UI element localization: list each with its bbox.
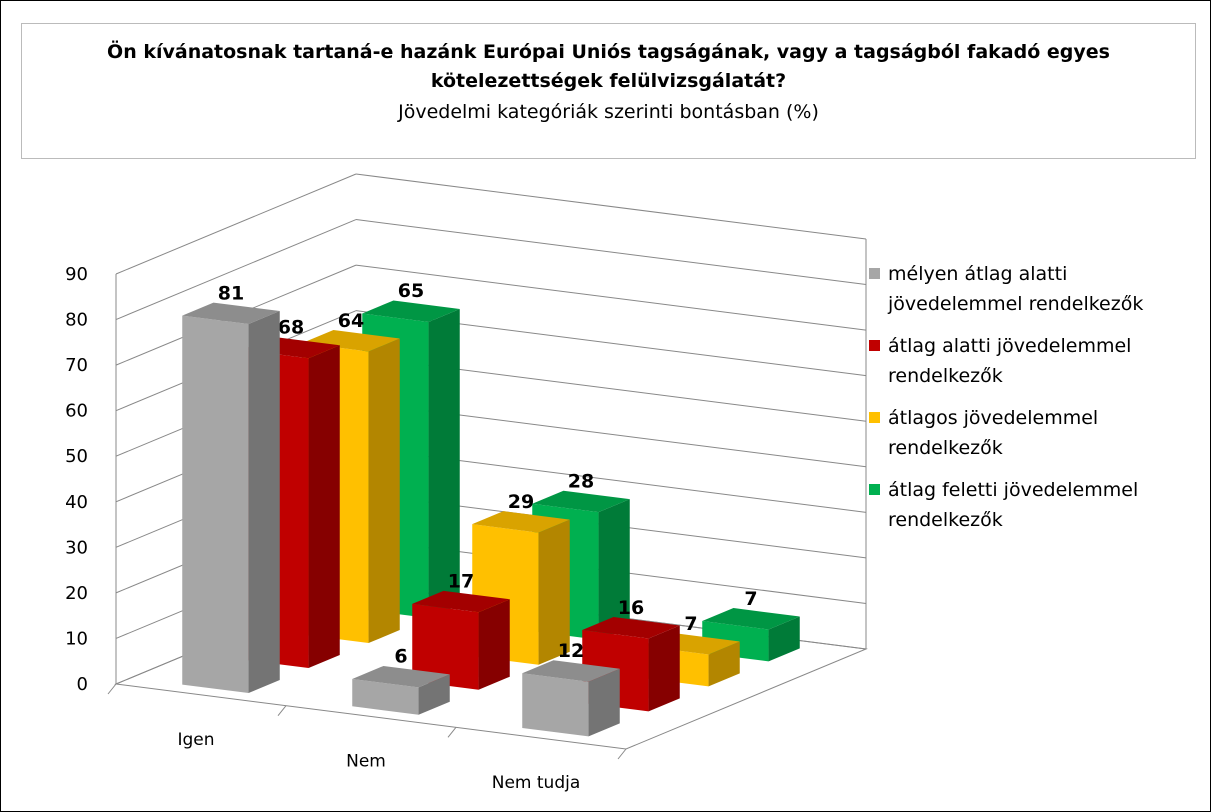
value-label: 17 (448, 571, 474, 593)
legend-label: átlag feletti jövedelemmel rendelkezők (888, 479, 1139, 531)
bar (522, 660, 620, 737)
value-label: 68 (278, 317, 304, 339)
bar-top (582, 617, 680, 639)
x-tick (617, 748, 627, 760)
value-label: 29 (508, 491, 534, 513)
bar (412, 590, 510, 690)
legend-item: átlagos jövedelemmel rendelkezők (869, 403, 1199, 463)
y-tick-label: 30 (65, 537, 88, 558)
grid-line (115, 173, 357, 275)
legend-item: átlag alatti jövedelemmel rendelkezők (869, 331, 1199, 391)
legend-swatch (869, 340, 880, 351)
bar-top (472, 511, 570, 533)
bar-front (522, 673, 589, 737)
bar-top (412, 590, 510, 613)
grid-line (355, 264, 867, 331)
x-tick-label: Igen (177, 730, 214, 750)
bar-front (182, 315, 249, 694)
legend-label: átlag alatti jövedelemmel rendelkezők (888, 335, 1132, 387)
bar-side (418, 674, 450, 715)
x-tick-label: Nem tudja (492, 773, 581, 793)
x-tick (107, 683, 117, 695)
bar-front (352, 678, 419, 715)
bar-side (428, 308, 460, 619)
bar-front (412, 603, 479, 690)
bar (182, 302, 280, 694)
value-label: 6 (394, 646, 407, 668)
bar-side (248, 311, 280, 694)
y-tick-label: 60 (65, 401, 88, 422)
value-label: 28 (568, 470, 594, 492)
value-label: 7 (744, 588, 757, 610)
title-box: Ön kívánatosnak tartaná-e hazánk Európai… (21, 23, 1196, 159)
bar-side (598, 499, 630, 640)
value-label: 81 (218, 282, 244, 304)
y-tick-label: 70 (65, 355, 88, 376)
bar-side (768, 616, 800, 662)
bar-side (538, 519, 570, 665)
bar-side (478, 599, 510, 690)
y-tick-label: 40 (65, 492, 88, 513)
bar-top (702, 608, 800, 630)
legend-item: átlag feletti jövedelemmel rendelkezők (869, 475, 1199, 535)
legend-label: átlagos jövedelemmel rendelkezők (888, 407, 1099, 459)
x-tick (447, 727, 457, 738)
legend-swatch (869, 412, 880, 423)
grid-line (355, 219, 867, 286)
y-tick-label: 20 (65, 583, 88, 604)
chart-title: Ön kívánatosnak tartaná-e hazánk Európai… (107, 41, 1110, 92)
y-tick-label: 0 (77, 674, 88, 695)
bar-top (182, 302, 280, 325)
legend-swatch (869, 484, 880, 495)
bar-side (368, 338, 400, 644)
bar-top (362, 300, 460, 322)
value-label: 16 (618, 597, 644, 619)
legend-swatch (869, 268, 880, 279)
bar-top (522, 660, 620, 682)
bar-side (308, 345, 340, 669)
y-tick-label: 50 (65, 446, 88, 467)
bar-side (708, 641, 740, 687)
y-tick-label: 80 (65, 310, 88, 331)
bar-side (648, 625, 680, 712)
value-label: 65 (398, 280, 424, 302)
y-tick-label: 90 (65, 264, 88, 285)
x-tick-label: Nem (346, 752, 386, 772)
legend-label: mélyen átlag alatti jövedelemmel rendelk… (888, 263, 1144, 315)
bar-side (588, 668, 620, 737)
chart-subtitle: Jövedelmi kategóriák szerinti bontásban … (398, 101, 819, 123)
value-label: 7 (684, 613, 697, 635)
value-label: 12 (558, 640, 584, 662)
y-tick-label: 10 (65, 628, 88, 649)
legend-item: mélyen átlag alatti jövedelemmel rendelk… (869, 259, 1199, 319)
bar-top (352, 665, 450, 688)
grid-line (115, 219, 357, 321)
value-label: 64 (338, 310, 364, 332)
legend: mélyen átlag alatti jövedelemmel rendelk… (869, 259, 1199, 547)
grid-line (355, 173, 867, 240)
bar-top (532, 490, 630, 513)
x-tick (277, 705, 287, 716)
bar (352, 665, 450, 715)
